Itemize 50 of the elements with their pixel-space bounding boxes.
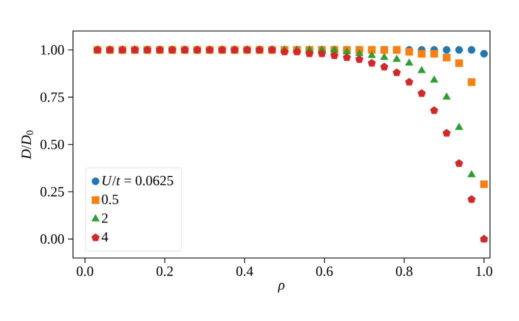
y-tick-label: 0.50	[40, 140, 64, 150]
x-tick-label: 0.6	[316, 266, 333, 276]
point	[418, 50, 426, 58]
x-tick-label: 0.8	[396, 266, 412, 276]
point	[355, 55, 364, 63]
point	[468, 46, 476, 54]
point	[405, 58, 414, 66]
y-tick-label: 0.25	[40, 187, 64, 197]
x-tick-label: 0.2	[156, 266, 173, 276]
point	[342, 53, 351, 61]
legend-label: U/t = 0.0625	[102, 176, 174, 186]
point	[455, 122, 464, 130]
x-axis-title: ρ	[278, 282, 284, 292]
point	[430, 106, 438, 114]
x-tick-label: 1.0	[476, 266, 492, 276]
point	[442, 128, 451, 137]
y-tick-label: 0.75	[40, 92, 64, 102]
point	[418, 89, 426, 97]
point	[468, 195, 476, 203]
point	[392, 68, 401, 76]
point	[480, 50, 488, 58]
legend-label: 2	[102, 213, 108, 223]
y-tick-label: 1.00	[41, 45, 64, 55]
legend-label: 4	[102, 232, 108, 242]
point	[318, 49, 326, 58]
point	[330, 51, 338, 60]
point	[468, 170, 476, 178]
point	[480, 180, 488, 188]
point	[455, 159, 464, 167]
point	[455, 46, 463, 54]
point	[380, 52, 388, 60]
point	[418, 66, 426, 74]
point	[430, 50, 438, 58]
point	[368, 50, 376, 58]
x-tick-label: 0.4	[236, 266, 254, 276]
y-tick-label: 0.00	[40, 234, 64, 244]
point	[305, 49, 314, 58]
point	[442, 92, 451, 100]
point	[355, 49, 364, 56]
point	[442, 54, 450, 62]
point	[368, 58, 376, 67]
point	[455, 59, 463, 67]
point	[430, 76, 438, 83]
point	[442, 46, 450, 54]
legend-label: 0.5	[102, 194, 118, 204]
point	[405, 78, 414, 86]
x-tick-label: 0.0	[76, 266, 94, 276]
point	[468, 78, 476, 86]
point	[380, 62, 388, 70]
point	[392, 54, 401, 62]
